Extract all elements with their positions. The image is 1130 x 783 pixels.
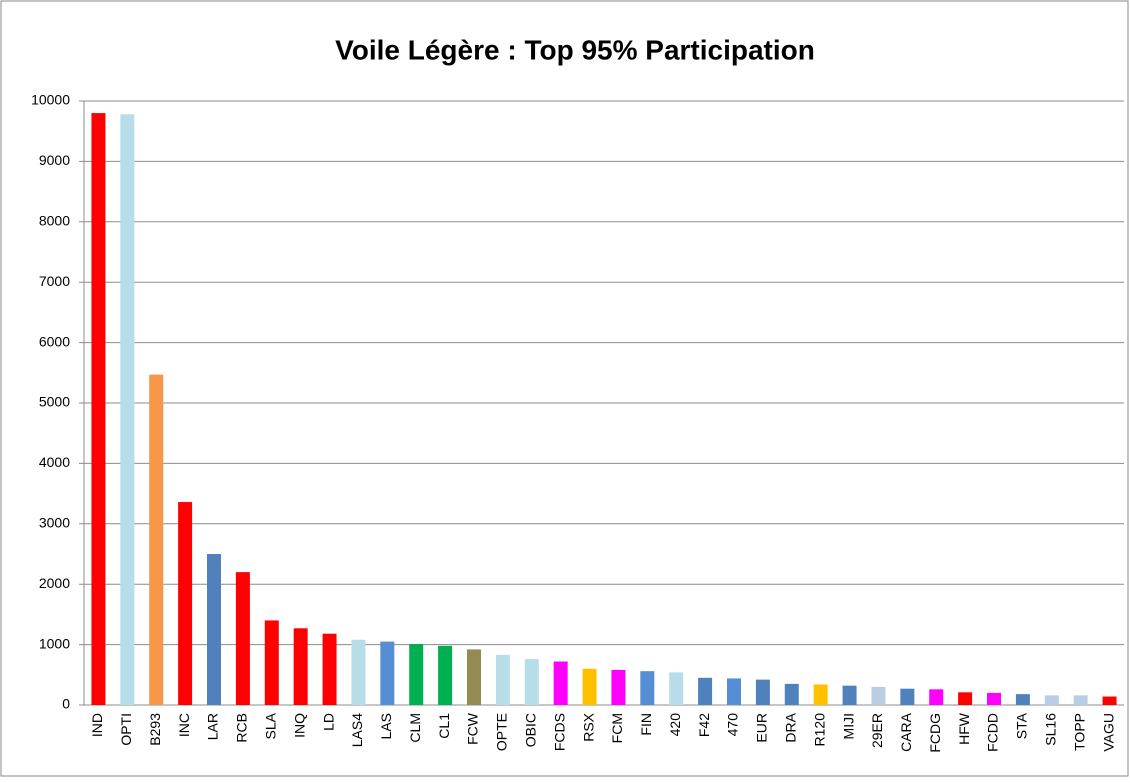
x-tick-label: SL16 (1042, 713, 1058, 746)
x-tick-label: CL1 (436, 713, 452, 739)
bar (958, 692, 973, 705)
x-tick-label: OBIC (522, 713, 538, 747)
bar (380, 641, 395, 705)
x-tick-label: IND (89, 713, 105, 737)
bar (495, 654, 510, 705)
bar (351, 639, 366, 705)
x-tick-label: R120 (811, 713, 827, 747)
y-tick-label: 0 (62, 696, 70, 712)
x-tick-label: TOPP (1071, 713, 1087, 751)
bar (1044, 695, 1059, 705)
bar (582, 668, 597, 705)
x-tick-label: F42 (696, 713, 712, 737)
bar (987, 692, 1001, 705)
y-tick-label: 2000 (39, 575, 70, 591)
x-tick-label: OPTE (494, 713, 510, 751)
y-tick-label: 10000 (31, 92, 70, 108)
x-tick-label: SLA (262, 712, 278, 739)
bar (1073, 695, 1088, 705)
x-tick-label: LAS (378, 713, 394, 739)
bar (871, 686, 886, 705)
y-tick-label: 7000 (39, 273, 70, 289)
chart-title: Voile Légère : Top 95% Participation (335, 34, 815, 65)
x-tick-label: OPTI (118, 713, 134, 746)
bar (669, 672, 684, 705)
y-tick-label: 6000 (39, 333, 70, 349)
bar (755, 679, 770, 705)
bar (698, 677, 713, 705)
y-tick-label: 9000 (39, 152, 70, 168)
bar (727, 678, 741, 705)
bar (178, 502, 193, 705)
bar (409, 643, 424, 705)
bar (640, 671, 655, 705)
x-tick-label: HFW (956, 712, 972, 745)
x-tick-label: 470 (725, 713, 741, 737)
y-tick-label: 5000 (39, 394, 70, 410)
bar (524, 659, 539, 705)
x-tick-label: FCDS (551, 713, 567, 751)
bar (929, 689, 944, 705)
bar (611, 669, 626, 705)
x-tick-label: 29ER (869, 713, 885, 748)
x-tick-label: FCM (609, 713, 625, 743)
y-tick-label: 1000 (39, 635, 70, 651)
x-tick-label: STA (1014, 712, 1030, 739)
y-tick-label: 4000 (39, 454, 70, 470)
bar (553, 661, 568, 705)
bar (1015, 694, 1030, 705)
x-tick-label: LAS4 (349, 713, 365, 747)
x-tick-label: MIJI (840, 713, 856, 739)
y-tick-label: 8000 (39, 213, 70, 229)
bar (813, 684, 828, 705)
x-tick-label: RSX (580, 712, 596, 741)
bar (207, 554, 221, 705)
x-tick-label: FCDD (985, 713, 1001, 752)
bar (784, 683, 799, 705)
bar (842, 685, 857, 705)
x-tick-label: FIN (638, 713, 654, 736)
bar (293, 628, 308, 705)
bar (1102, 696, 1117, 705)
x-tick-label: FCW (465, 712, 481, 745)
bar (149, 374, 164, 705)
x-tick-label: FCDG (927, 713, 943, 753)
x-tick-label: VAGU (1100, 713, 1116, 752)
x-tick-label: CLM (407, 713, 423, 743)
x-tick-label: B293 (147, 713, 163, 746)
y-tick-label: 3000 (39, 515, 70, 531)
bar (467, 649, 481, 705)
x-tick-label: RCB (234, 713, 250, 743)
x-tick-label: DRA (782, 712, 798, 742)
bar (900, 688, 915, 705)
x-tick-label: LAR (205, 713, 221, 740)
x-tick-label: INC (176, 713, 192, 737)
bar (264, 620, 279, 705)
bar (235, 572, 250, 705)
x-tick-label: 420 (667, 713, 683, 737)
x-tick-label: INQ (291, 713, 307, 738)
bar (120, 114, 135, 705)
x-tick-label: CARA (898, 712, 914, 752)
bar (322, 633, 337, 705)
bar (438, 645, 453, 705)
bar (91, 113, 106, 705)
x-tick-label: LD (320, 713, 336, 731)
x-tick-label: EUR (754, 713, 770, 743)
